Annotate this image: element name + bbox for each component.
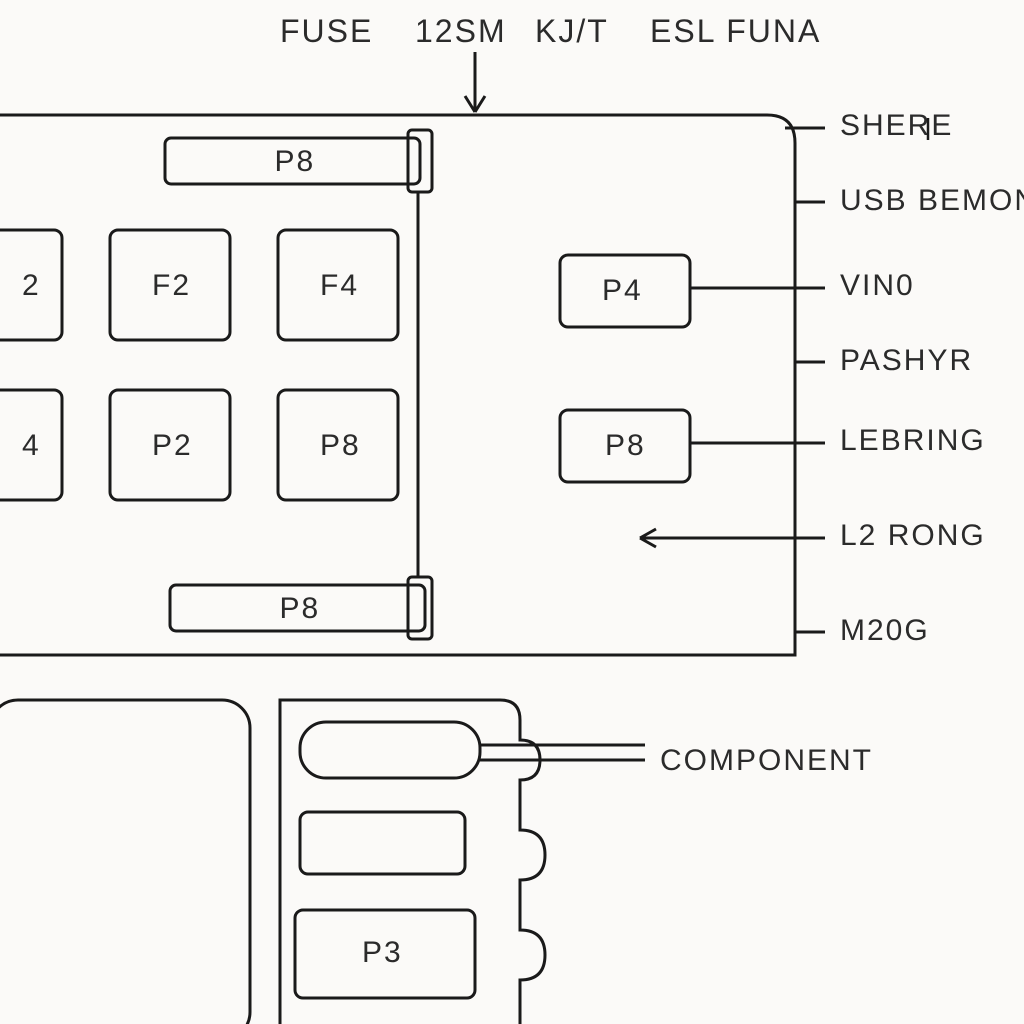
box-label: 4 xyxy=(22,429,41,462)
box-label: P4 xyxy=(602,274,643,307)
side-label: USB BEMON xyxy=(840,184,1024,217)
box-label: F4 xyxy=(320,269,359,302)
header-label: FUSE xyxy=(280,13,373,49)
component-label: COMPONENT xyxy=(660,744,873,777)
header-label: 12SM xyxy=(415,13,507,49)
side-label: L2 RONG xyxy=(840,519,986,552)
box-label: P8 xyxy=(320,429,361,462)
side-label: M20G xyxy=(840,614,930,647)
box-label: P2 xyxy=(152,429,193,462)
slot-label: P8 xyxy=(280,592,321,625)
side-label: VIN0 xyxy=(840,269,915,302)
box-label: P8 xyxy=(605,429,646,462)
slot-label: P8 xyxy=(275,145,316,178)
side-label: LEBRING xyxy=(840,424,986,457)
bg xyxy=(0,0,1024,1024)
header-label: ESL FUNA xyxy=(650,13,821,49)
box-label: P3 xyxy=(362,936,403,969)
header-label: KJ/T xyxy=(535,13,609,49)
side-label: PASHYR xyxy=(840,344,973,377)
box-label: F2 xyxy=(152,269,191,302)
side-label: SHERE xyxy=(840,109,953,142)
box-label: 2 xyxy=(22,269,41,302)
